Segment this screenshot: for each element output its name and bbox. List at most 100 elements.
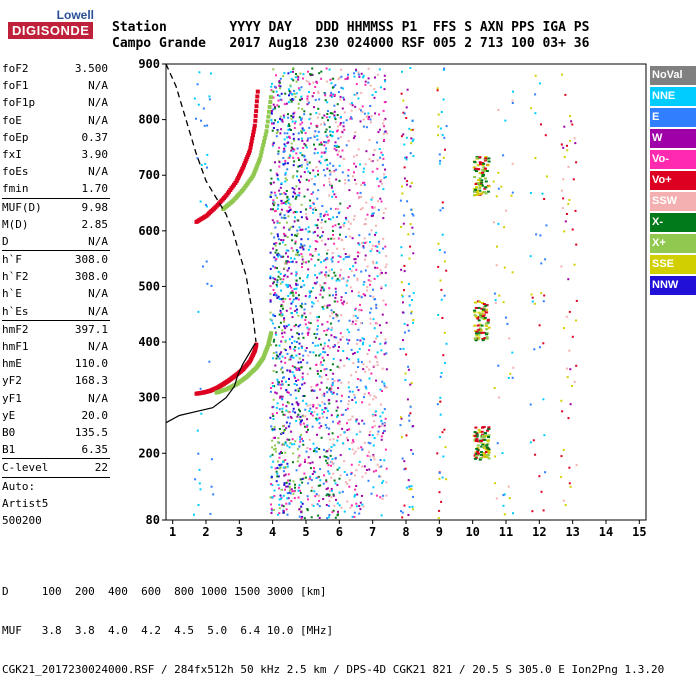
trace-point (251, 173, 256, 178)
echo-point (282, 114, 285, 117)
echo-point (272, 90, 275, 93)
echo-point (197, 310, 200, 313)
echo-point (271, 82, 273, 85)
echo-point (310, 479, 313, 481)
echo-point (304, 319, 307, 321)
echo-point (286, 438, 289, 441)
echo-point (305, 402, 308, 405)
echo-point (288, 369, 291, 372)
echo-point (336, 300, 339, 303)
echo-point (303, 517, 306, 520)
echo-point (269, 299, 272, 302)
echo-point (323, 411, 325, 413)
echo-point (338, 477, 341, 480)
echo-point (309, 291, 311, 294)
echo-point (318, 72, 321, 75)
echo-point (277, 238, 280, 241)
echo-point (278, 452, 281, 455)
echo-point (315, 384, 318, 387)
echo-point (346, 207, 349, 209)
echo-point (314, 130, 317, 133)
echo-point (196, 83, 199, 86)
echo-point (272, 340, 275, 343)
echo-point (292, 150, 295, 153)
echo-point (330, 460, 333, 463)
echo-point (282, 430, 285, 433)
echo-point (351, 104, 354, 107)
echo-point (572, 178, 575, 181)
echo-point (286, 221, 288, 224)
echo-point (295, 384, 298, 387)
echo-point (316, 138, 319, 141)
echo-point (295, 211, 298, 214)
echo-point (290, 100, 293, 103)
echo-point (277, 513, 279, 516)
echo-point (321, 306, 324, 309)
echo-point (364, 223, 367, 225)
echo-point (362, 363, 365, 366)
echo-point (401, 311, 404, 314)
x-tick-label: 14 (599, 525, 613, 539)
echo-point (321, 286, 324, 289)
echo-point (286, 513, 289, 516)
echo-point (331, 489, 333, 492)
echo-point (298, 116, 301, 119)
echo-point (383, 88, 386, 91)
echo-point (360, 109, 362, 112)
echo-point (333, 380, 336, 382)
echo-point (313, 333, 316, 335)
echo-point (410, 310, 413, 313)
echo-point (305, 431, 308, 433)
echo-point (273, 236, 276, 239)
echo-point (280, 208, 283, 211)
echo-point (369, 84, 372, 87)
echo-cluster-point (480, 181, 484, 184)
echo-point (297, 165, 300, 168)
echo-point (363, 281, 366, 284)
echo-point (323, 474, 325, 477)
echo-point (371, 244, 374, 247)
echo-point (284, 356, 287, 359)
echo-point (287, 485, 290, 488)
echo-point (412, 214, 415, 217)
echo-point (561, 410, 564, 413)
echo-point (337, 387, 340, 390)
echo-point (412, 292, 415, 295)
echo-point (351, 399, 354, 401)
echo-point (377, 131, 380, 134)
echo-cluster-point (486, 453, 490, 456)
echo-point (289, 492, 292, 495)
echo-point (287, 215, 290, 218)
echo-point (210, 72, 212, 75)
echo-point (301, 437, 303, 440)
echo-point (271, 122, 273, 125)
legend-item: SSE (650, 255, 696, 274)
echo-point (357, 197, 360, 200)
echo-point (277, 437, 280, 440)
echo-point (276, 472, 279, 475)
echo-point (365, 241, 368, 244)
echo-cluster-point (483, 169, 487, 172)
echo-point (337, 145, 340, 148)
echo-point (300, 164, 303, 167)
echo-point (319, 293, 322, 296)
echo-point (297, 102, 300, 105)
echo-point (326, 391, 329, 394)
echo-point (285, 283, 288, 286)
echo-point (382, 212, 385, 214)
echo-point (320, 70, 323, 73)
echo-point (283, 483, 286, 486)
echo-point (382, 494, 385, 497)
trace-point (257, 159, 261, 164)
echo-point (329, 218, 332, 221)
echo-point (506, 322, 509, 325)
echo-point (306, 508, 309, 510)
echo-cluster-point (473, 457, 477, 460)
echo-point (315, 477, 318, 480)
echo-point (369, 283, 371, 286)
echo-point (276, 297, 279, 299)
profile-solid-line (165, 343, 257, 424)
echo-point (306, 276, 309, 279)
echo-point (305, 208, 308, 211)
echo-point (529, 255, 532, 258)
